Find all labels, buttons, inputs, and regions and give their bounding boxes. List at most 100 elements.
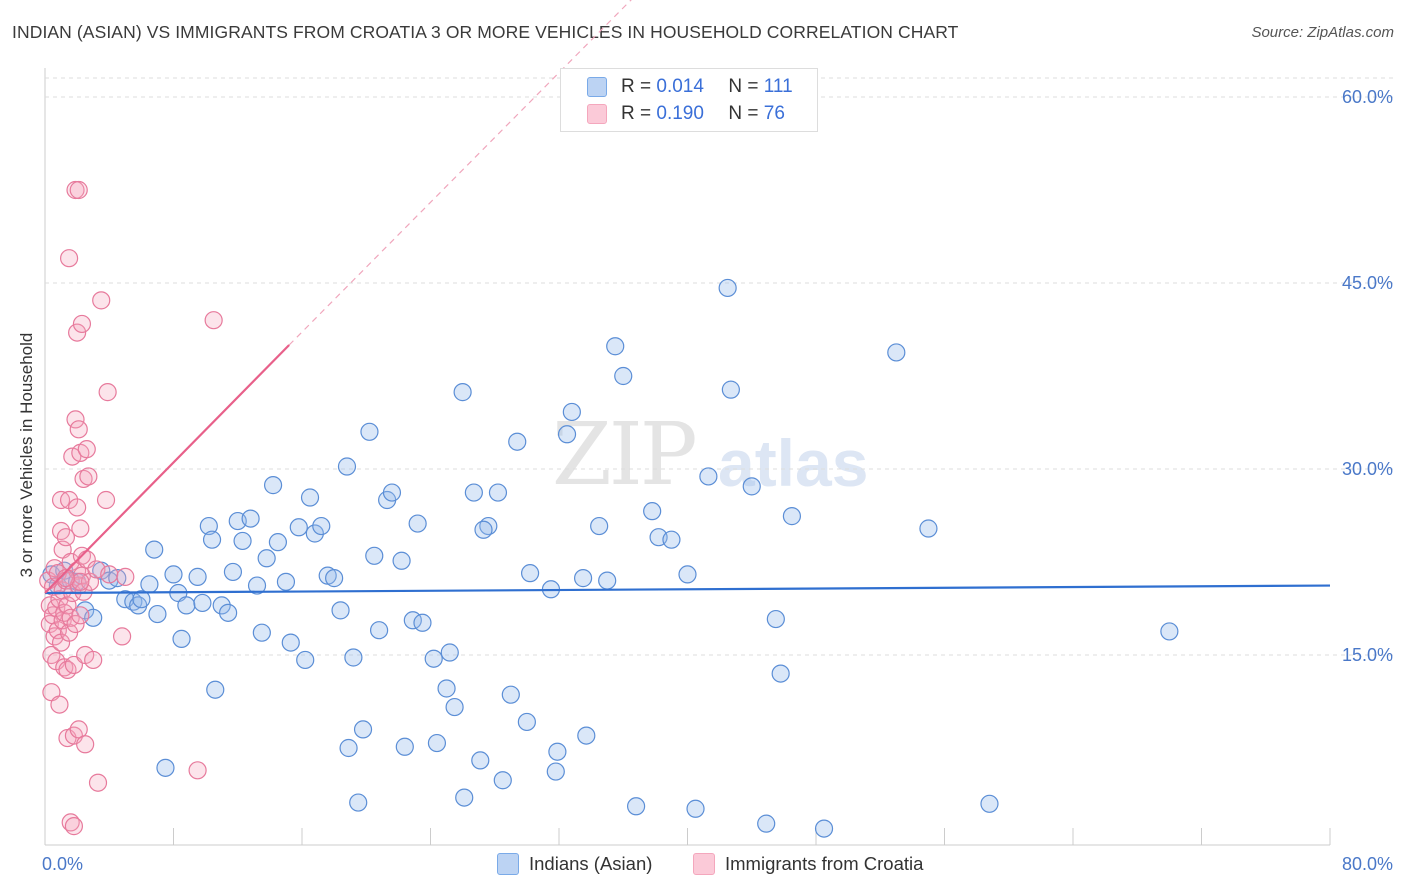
point-indians <box>562 402 581 422</box>
point-indians <box>344 648 363 667</box>
point-indians <box>598 571 617 590</box>
point-croatia <box>100 565 119 584</box>
point-indians <box>193 593 212 613</box>
legend-item-indians[interactable]: Indians (Asian) <box>497 852 652 876</box>
legend-swatch-indians <box>587 77 607 97</box>
point-croatia <box>96 490 116 510</box>
x-tick-label: 0.0% <box>42 854 83 874</box>
point-indians <box>1160 622 1179 641</box>
point-indians <box>263 476 283 495</box>
point-croatia <box>72 314 92 334</box>
point-indians <box>395 737 414 756</box>
point-indians <box>437 679 456 698</box>
point-croatia <box>50 695 69 714</box>
point-croatia <box>76 735 95 754</box>
trendline-indians <box>44 584 1331 595</box>
point-croatia <box>66 614 85 634</box>
point-indians <box>241 509 260 528</box>
point-croatia <box>79 467 98 486</box>
point-indians <box>360 422 379 441</box>
point-indians <box>686 799 705 818</box>
r-value: 0.014 <box>656 76 704 97</box>
point-indians <box>445 697 464 717</box>
point-indians <box>349 793 368 812</box>
point-indians <box>718 278 737 298</box>
point-indians <box>188 567 207 586</box>
legend-stats-row-croatia: R = 0.190 N = 76 <box>587 101 785 127</box>
point-indians <box>281 633 300 652</box>
point-croatia <box>84 650 103 670</box>
point-indians <box>206 680 225 699</box>
point-croatia <box>204 311 223 330</box>
point-indians <box>370 621 389 640</box>
point-indians <box>488 483 508 502</box>
point-indians <box>219 603 238 622</box>
point-croatia <box>188 761 207 780</box>
legend-stats-row-indians: R = 0.014 N = 111 <box>587 74 793 100</box>
point-indians <box>614 366 633 386</box>
point-indians <box>140 575 159 594</box>
legend-series: Indians (Asian) Immigrants from Croatia <box>0 852 1406 878</box>
point-indians <box>296 650 315 670</box>
point-indians <box>408 514 427 533</box>
point-indians <box>508 432 527 451</box>
point-croatia <box>74 469 93 489</box>
point-croatia <box>88 773 108 792</box>
legend-label-croatia: Immigrants from Croatia <box>725 853 924 874</box>
legend-swatch-croatia <box>693 853 715 875</box>
x-tick-label: 80.0% <box>1342 854 1393 874</box>
point-croatia <box>69 180 88 200</box>
point-croatia <box>71 519 90 538</box>
point-croatia <box>68 498 87 517</box>
legend-swatch-indians <box>497 853 519 875</box>
legend-item-croatia[interactable]: Immigrants from Croatia <box>693 852 923 876</box>
point-indians <box>782 507 802 526</box>
point-indians <box>606 337 625 356</box>
point-indians <box>289 518 308 537</box>
point-indians <box>678 565 697 584</box>
y-tick-label: 30.0% <box>1342 459 1393 479</box>
point-indians <box>464 483 483 502</box>
point-indians <box>276 572 296 591</box>
point-indians <box>766 609 785 629</box>
point-indians <box>577 726 596 745</box>
point-croatia <box>42 645 61 665</box>
point-indians <box>233 531 252 551</box>
point-croatia <box>56 569 75 588</box>
point-indians <box>247 576 267 595</box>
point-indians <box>331 601 350 620</box>
point-indians <box>814 819 834 838</box>
point-indians <box>548 742 567 761</box>
point-indians <box>300 488 320 507</box>
point-indians <box>312 516 331 536</box>
point-croatia <box>116 567 135 586</box>
chart-title: INDIAN (ASIAN) VS IMMIGRANTS FROM CROATI… <box>12 22 959 42</box>
point-indians <box>202 530 222 549</box>
point-indians <box>172 629 191 648</box>
point-indians <box>156 758 175 777</box>
point-indians <box>980 794 999 813</box>
y-tick-label: 60.0% <box>1342 87 1393 107</box>
point-croatia <box>59 249 79 268</box>
watermark-zip: ZIP <box>552 405 698 505</box>
point-indians <box>573 569 593 588</box>
point-indians <box>919 519 938 538</box>
y-tick-label: 15.0% <box>1342 645 1393 665</box>
point-croatia <box>69 420 88 439</box>
point-indians <box>413 613 432 632</box>
point-indians <box>353 720 373 739</box>
point-croatia <box>56 528 75 547</box>
point-indians <box>339 738 358 758</box>
r-label: R = <box>621 103 657 124</box>
r-value: 0.190 <box>656 103 704 124</box>
point-indians <box>501 685 520 704</box>
legend-label-indians: Indians (Asian) <box>529 853 653 874</box>
point-indians <box>517 712 536 732</box>
point-croatia <box>68 323 87 342</box>
point-indians <box>212 596 231 615</box>
point-indians <box>771 664 790 683</box>
point-indians <box>424 649 443 668</box>
point-indians <box>164 565 183 584</box>
point-indians <box>257 549 276 568</box>
